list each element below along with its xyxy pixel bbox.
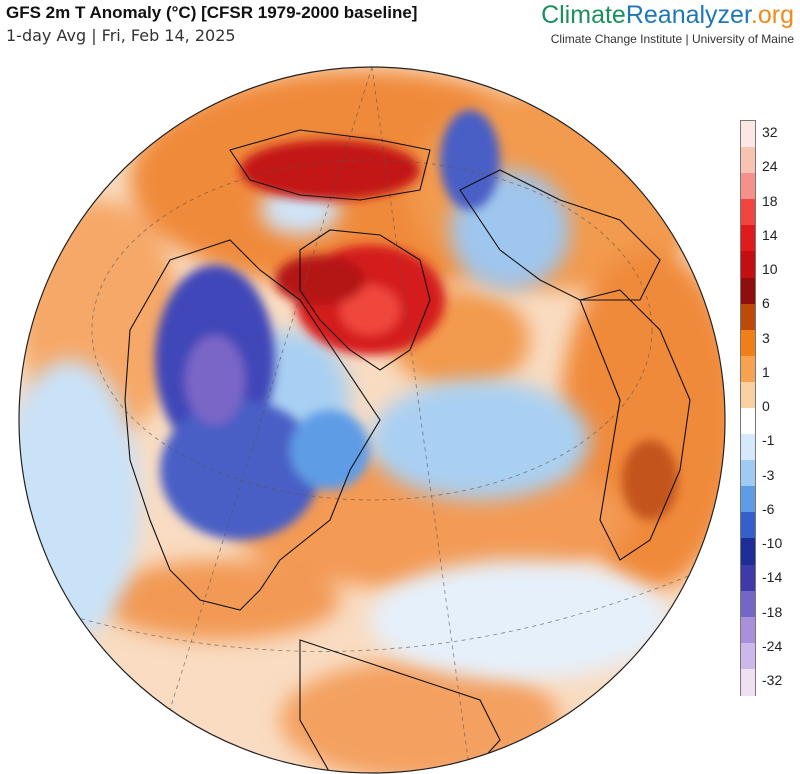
anomaly-hot-africa (622, 440, 678, 520)
legend-swatch (741, 251, 755, 279)
legend-label: -24 (762, 637, 783, 654)
anomaly-cool-atlantic (370, 380, 590, 500)
anomaly-warm-mexico (100, 560, 340, 640)
graticule (19, 67, 725, 773)
legend-label: -14 (762, 569, 783, 586)
legend-swatch (741, 173, 755, 201)
legend-label: -32 (762, 672, 783, 689)
legend-label: 6 (762, 295, 770, 312)
legend-label: -10 (762, 535, 783, 552)
anomaly-hot-baffin (275, 255, 365, 305)
anomaly-cold-ural (440, 110, 500, 210)
legend-colorbar (740, 120, 756, 696)
map-subtitle: 1-day Avg | Fri, Feb 14, 2025 (6, 26, 236, 45)
legend-label: 18 (762, 192, 778, 209)
legend-label: -6 (762, 500, 775, 517)
legend-swatch (741, 329, 755, 357)
legend-label: 1 (762, 363, 770, 380)
legend-swatch (741, 147, 755, 175)
anomaly-hot-greenland-core (340, 285, 400, 335)
map-title: GFS 2m T Anomaly (°C) [CFSR 1979-2000 ba… (6, 3, 418, 22)
brand-logo-org: .org (750, 1, 794, 29)
legend-swatch (741, 434, 755, 462)
anomaly-cold-core (185, 335, 245, 425)
brand-tagline: Climate Change Institute | University of… (550, 32, 794, 46)
legend-swatch (741, 590, 755, 618)
legend-label: 32 (762, 124, 778, 140)
globe-outline (18, 66, 726, 774)
brand-logo-climate: Climate (541, 1, 626, 29)
legend-swatch (741, 199, 755, 227)
legend-swatch (741, 303, 755, 331)
legend-label: -3 (762, 466, 775, 483)
legend-swatch (741, 381, 755, 409)
legend-swatch (741, 355, 755, 383)
anomaly-cold-plains (160, 400, 320, 540)
legend-swatch (741, 538, 755, 566)
anomaly-warm-southamerica (280, 660, 560, 773)
brand-logo[interactable]: ClimateReanalyzer.org (541, 1, 794, 29)
anomaly-cold-eastcanada (290, 410, 370, 490)
legend-label: -18 (762, 603, 783, 620)
coastlines (124, 129, 691, 773)
legend-label: 14 (762, 226, 778, 243)
color-legend: 32 24 18 14 10 6 3 1 0 -1 -3 -6 -10 -14 -18 -24 -32 (740, 120, 800, 700)
legend-swatch (741, 225, 755, 253)
anomaly-cool-central-atlantic (370, 560, 670, 680)
legend-label: 3 (762, 329, 770, 346)
legend-swatch (741, 642, 755, 670)
legend-label: 24 (762, 158, 778, 175)
anomaly-hot-siberia (240, 140, 420, 200)
anomaly-cool-pacific (19, 360, 140, 640)
brand-block: ClimateReanalyzer.org Climate Change Ins… (541, 1, 794, 46)
legend-label: 0 (762, 398, 770, 415)
legend-swatch (741, 564, 755, 592)
legend-swatch (741, 460, 755, 488)
legend-label: -1 (762, 432, 775, 449)
brand-logo-reanalyzer: Reanalyzer (625, 1, 751, 29)
legend-swatch (741, 121, 755, 148)
legend-swatch (741, 486, 755, 514)
legend-swatch (741, 512, 755, 540)
legend-swatch (741, 408, 755, 435)
legend-swatch (741, 668, 755, 696)
legend-label: 10 (762, 261, 778, 278)
legend-swatch (741, 277, 755, 305)
legend-swatch (741, 616, 755, 644)
